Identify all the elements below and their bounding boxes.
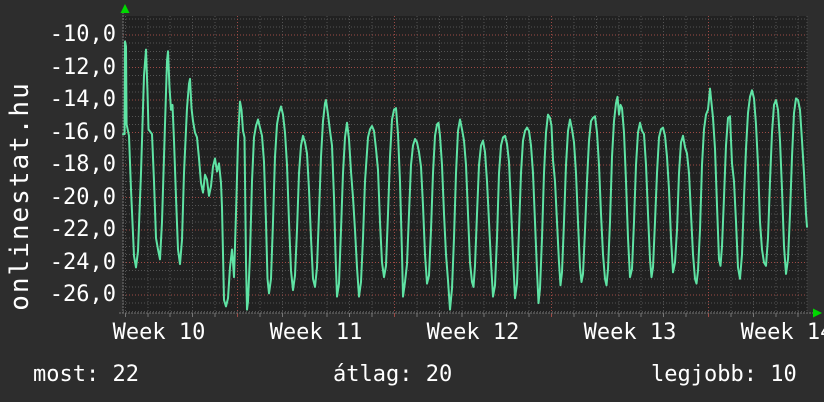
y-axis-tick-label: -22,0 [49,217,116,242]
stat-most: most: 22 [33,362,139,387]
x-axis-tick-label: Week 10 [112,320,206,345]
stat-atlag: átlag: 20 [333,362,453,387]
y-axis-arrow-icon [120,4,130,13]
stat-legjobb: legjobb: 10 [651,362,797,387]
y-axis-tick-label: -12,0 [49,54,116,80]
x-axis-tick-label: Week 13 [583,320,677,345]
x-axis-tick-label: Week 12 [426,320,520,345]
y-axis-tick-label: -18,0 [49,152,116,177]
x-axis-tick-label: Week 14 [740,320,824,345]
y-axis-tick-label: -16,0 [49,119,116,145]
y-axis-tick-label: -24,0 [49,249,116,275]
y-axis-tick-label: -20,0 [49,184,116,210]
y-axis-tick-label: -26,0 [49,282,116,307]
y-axis-tick-label: -14,0 [49,87,116,112]
x-axis-tick-label: Week 11 [269,320,363,345]
y-axis-tick-label: -10,0 [49,22,116,47]
x-axis-arrow-icon [813,308,822,318]
